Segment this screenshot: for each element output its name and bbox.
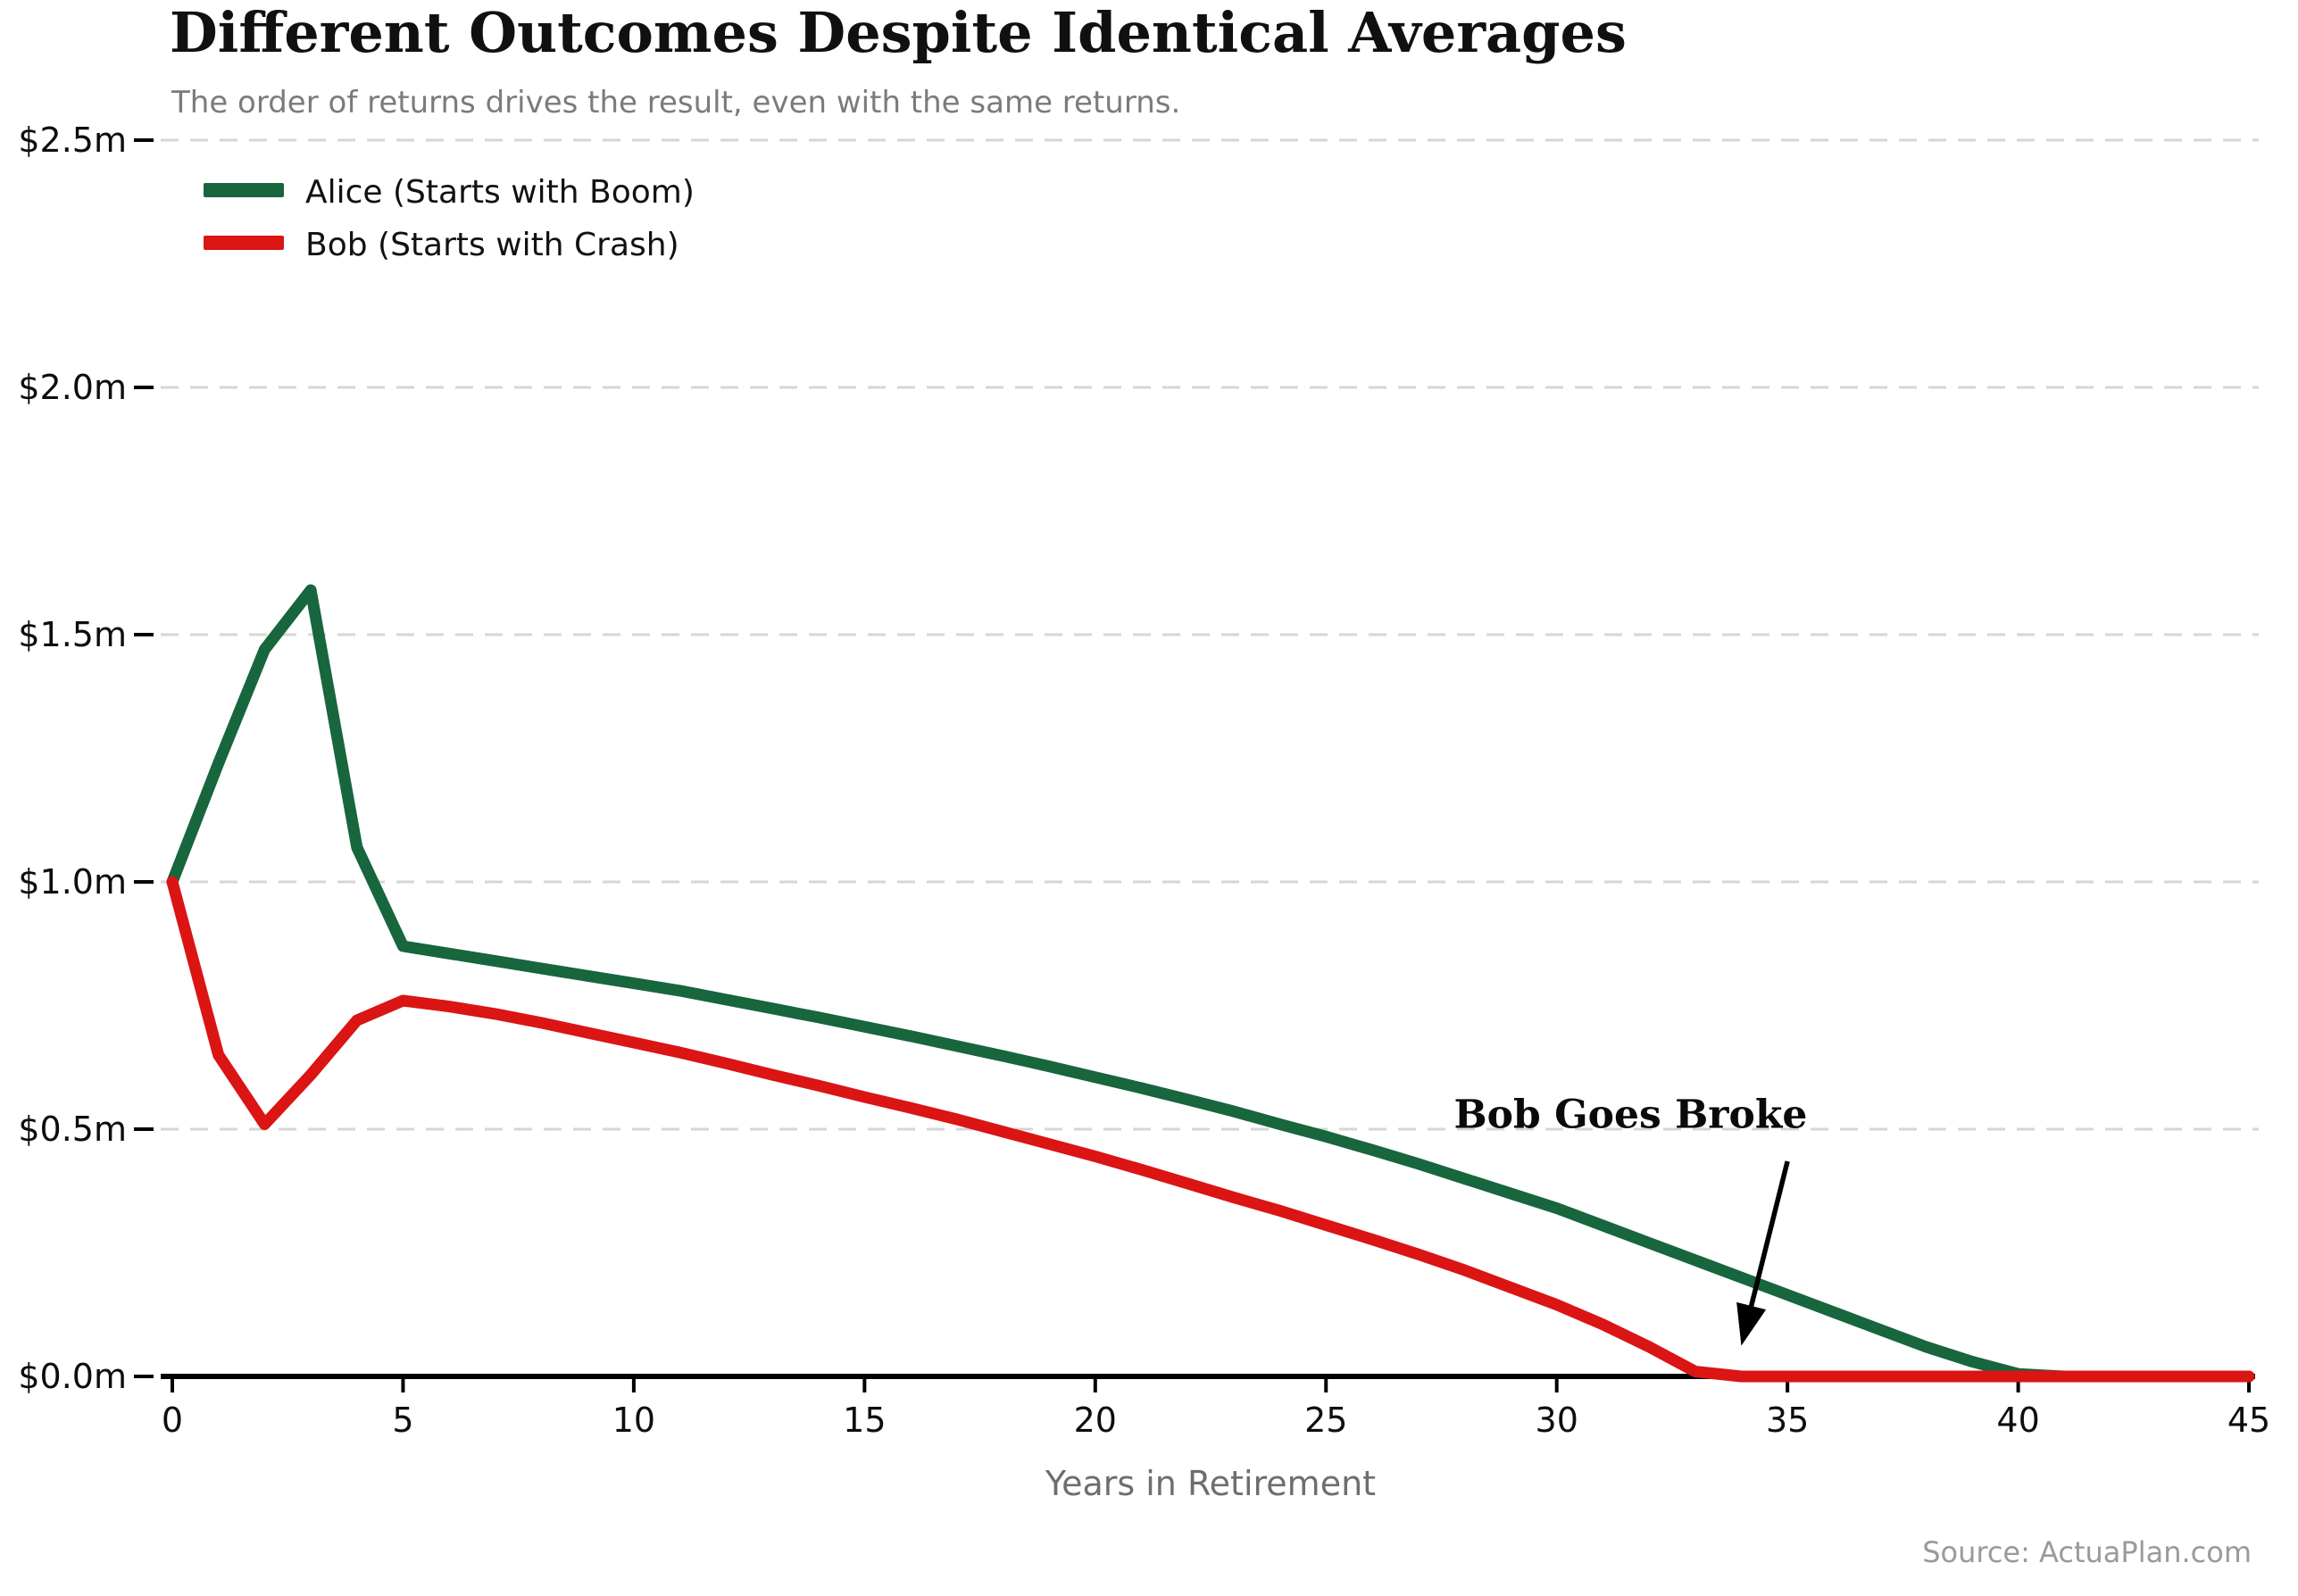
annotation-bob-goes-broke: Bob Goes Broke [1453, 1092, 1807, 1137]
legend-swatch-bob [204, 236, 284, 250]
x-tick-label: 45 [2227, 1401, 2270, 1440]
arrow-head-icon [1736, 1301, 1767, 1346]
y-tick-label: $1.5m [18, 615, 127, 654]
x-tick-label: 25 [1304, 1401, 1347, 1440]
x-axis-title: Years in Retirement [1045, 1464, 1376, 1503]
y-tick-label: $0.0m [18, 1357, 127, 1396]
annotation-arrow [1736, 1160, 1790, 1346]
arrow-shaft [1748, 1160, 1790, 1307]
chart-title: Different Outcomes Despite Identical Ave… [170, 0, 1627, 65]
x-tick-label: 20 [1074, 1401, 1117, 1440]
y-tick-label: $1.0m [18, 862, 127, 902]
y-tick-label: $2.0m [18, 368, 127, 407]
x-tick-label: 0 [162, 1401, 183, 1440]
axis-layer [134, 138, 2255, 1392]
x-tick-label: 40 [1996, 1401, 2039, 1440]
legend-swatch-alice [204, 183, 284, 197]
x-tick-label: 15 [843, 1401, 886, 1440]
y-tick-label: $2.5m [18, 121, 127, 160]
legend-label-bob: Bob (Starts with Crash) [305, 227, 679, 263]
bob-line [166, 876, 2255, 1383]
series-layer [166, 584, 2255, 1383]
legend-label-alice: Alice (Starts with Boom) [305, 174, 695, 211]
grid-layer [161, 138, 2259, 1131]
legend: Alice (Starts with Boom) Bob (Starts wit… [204, 174, 695, 263]
source-credit: Source: ActuaPlan.com [1922, 1535, 2252, 1569]
x-tick-label: 30 [1536, 1401, 1578, 1440]
chart-subtitle: The order of returns drives the result, … [171, 85, 1180, 121]
y-tick-label: $0.5m [18, 1110, 127, 1149]
alice-line [166, 584, 2255, 1383]
tick-label-layer: $2.5m $2.0m $1.5m $1.0m $0.5m $0.0m 0 5 10 15 20 25… [18, 121, 2270, 1440]
x-tick-label: 35 [1766, 1401, 1809, 1440]
x-tick-label: 5 [392, 1401, 413, 1440]
x-tick-label: 10 [612, 1401, 655, 1440]
